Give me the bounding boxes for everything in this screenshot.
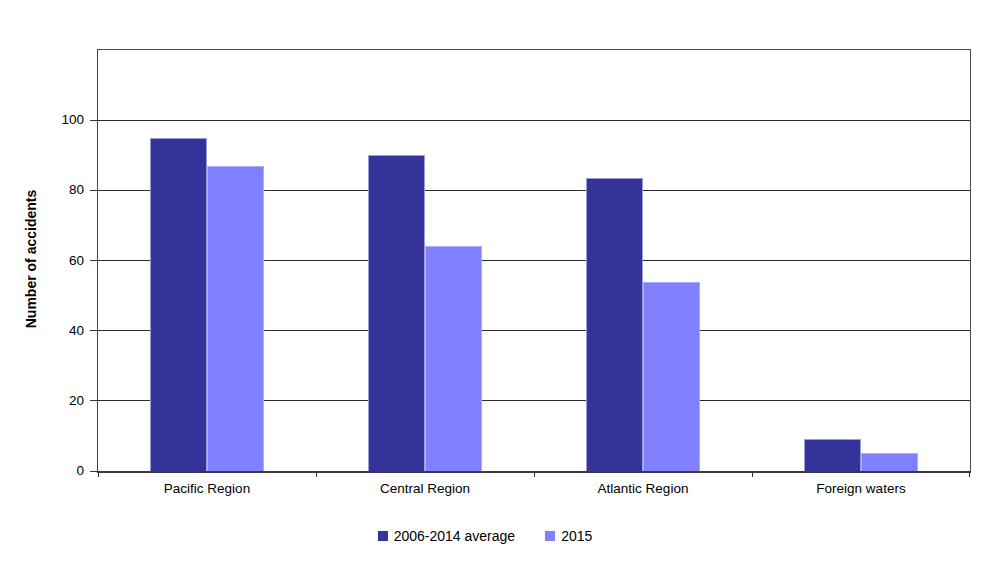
y-axis-tick-label: 60: [40, 254, 84, 268]
bar-2006-2014-average-pacific-region: [150, 138, 207, 471]
y-axis-title: Number of accidents: [23, 190, 39, 328]
legend-label: 2015: [561, 528, 592, 544]
chart-legend: 2006-2014 average 2015: [0, 528, 970, 544]
y-axis-tick: [90, 190, 97, 191]
y-axis-tick: [90, 330, 97, 331]
y-axis-tick: [90, 120, 97, 121]
legend-item: 2006-2014 average: [378, 528, 515, 544]
x-category-label: Central Region: [316, 481, 534, 496]
x-axis-tick: [969, 471, 970, 477]
y-axis-tick: [90, 471, 97, 472]
legend-label: 2006-2014 average: [394, 528, 515, 544]
legend-swatch-icon: [545, 531, 555, 541]
legend-item: 2015: [545, 528, 592, 544]
plot-area: 020406080100Pacific RegionCentral Region…: [97, 49, 971, 471]
bar-chart: Number of accidents 020406080100Pacific …: [0, 0, 1000, 575]
x-axis-tick: [752, 471, 753, 477]
y-axis-tick: [90, 400, 97, 401]
y-axis-tick-label: 80: [40, 183, 84, 197]
x-axis-tick: [534, 471, 535, 477]
bar-2015-foreign-waters: [861, 453, 918, 471]
x-axis-tick: [98, 471, 99, 477]
bar-2006-2014-average-atlantic-region: [586, 178, 643, 471]
bar-2006-2014-average-foreign-waters: [804, 439, 861, 471]
x-category-label: Foreign waters: [752, 481, 970, 496]
y-axis-tick-label: 100: [40, 113, 84, 127]
bar-2006-2014-average-central-region: [368, 155, 425, 471]
bar-2015-pacific-region: [207, 166, 264, 471]
x-category-label: Atlantic Region: [534, 481, 752, 496]
y-axis-tick-label: 40: [40, 324, 84, 338]
y-axis-tick: [90, 260, 97, 261]
x-category-label: Pacific Region: [98, 481, 316, 496]
y-axis-tick-label: 20: [40, 394, 84, 408]
gridline: [98, 120, 970, 121]
x-axis-tick: [316, 471, 317, 477]
legend-swatch-icon: [378, 531, 388, 541]
y-axis-tick-label: 0: [40, 464, 84, 478]
bar-2015-central-region: [425, 246, 482, 471]
bar-2015-atlantic-region: [643, 282, 700, 471]
